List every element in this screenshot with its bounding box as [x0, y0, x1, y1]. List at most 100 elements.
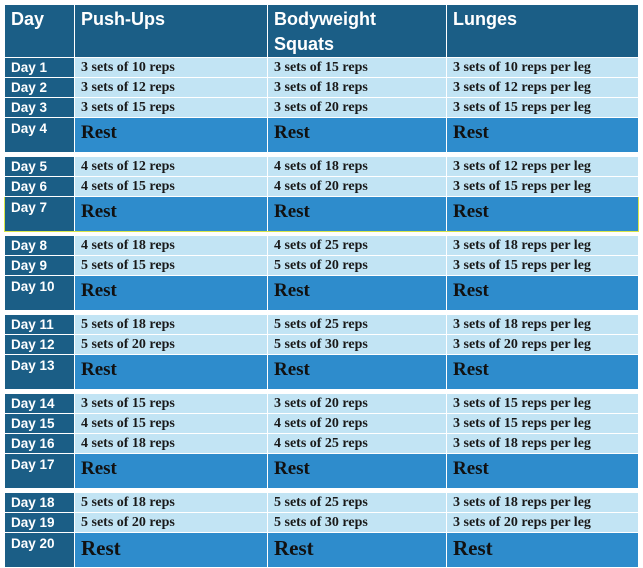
squats-cell[interactable]: Rest — [267, 275, 447, 311]
squats-cell[interactable]: 4 sets of 25 reps — [267, 433, 447, 454]
push-ups-cell[interactable]: 4 sets of 18 reps — [74, 433, 268, 454]
lunges-cell[interactable]: 3 sets of 12 reps per leg — [446, 156, 639, 177]
squats-cell[interactable]: 5 sets of 30 reps — [267, 512, 447, 533]
push-ups-cell[interactable]: 4 sets of 15 reps — [74, 413, 268, 434]
day-cell[interactable]: Day 16 — [4, 433, 75, 454]
day-cell[interactable]: Day 20 — [4, 532, 75, 568]
push-ups-cell[interactable]: Rest — [74, 354, 268, 390]
push-ups-cell[interactable]: 4 sets of 15 reps — [74, 176, 268, 197]
table-row: Day 19 5 sets of 20 reps 5 sets of 30 reps… — [4, 512, 639, 533]
header-lunges[interactable]: Lunges — [446, 4, 639, 58]
day-cell[interactable]: Day 18 — [4, 492, 75, 513]
day-cell[interactable]: Day 5 — [4, 156, 75, 177]
day-cell[interactable]: Day 19 — [4, 512, 75, 533]
squats-cell[interactable]: 3 sets of 20 reps — [267, 97, 447, 118]
squats-cell[interactable]: 3 sets of 18 reps — [267, 77, 447, 98]
spacer-cell — [74, 310, 268, 315]
day-cell[interactable]: Day 7 — [4, 196, 75, 232]
squats-cell[interactable]: 5 sets of 25 reps — [267, 492, 447, 513]
header-bodyweight-squats-label: Bodyweight Squats — [274, 9, 376, 54]
spacer-cell — [4, 231, 75, 236]
push-ups-cell[interactable]: 3 sets of 15 reps — [74, 393, 268, 414]
header-day[interactable]: Day — [4, 4, 75, 58]
squats-cell[interactable]: Rest — [267, 354, 447, 390]
squats-cell[interactable]: 3 sets of 20 reps — [267, 393, 447, 414]
lunges-cell[interactable]: 3 sets of 15 reps per leg — [446, 176, 639, 197]
push-ups-cell[interactable]: 5 sets of 15 reps — [74, 255, 268, 276]
push-ups-cell[interactable]: 5 sets of 18 reps — [74, 492, 268, 513]
workout-table: Day Push-Ups Bodyweight Squats Lunges Da… — [4, 4, 639, 568]
table-row: Day 12 5 sets of 20 reps 5 sets of 30 reps… — [4, 334, 639, 355]
lunges-cell[interactable]: 3 sets of 18 reps per leg — [446, 235, 639, 256]
push-ups-cell[interactable]: Rest — [74, 117, 268, 153]
day-cell[interactable]: Day 12 — [4, 334, 75, 355]
spacer-cell — [267, 231, 447, 236]
squats-cell[interactable]: 4 sets of 18 reps — [267, 156, 447, 177]
day-cell[interactable]: Day 15 — [4, 413, 75, 434]
rest-day-row: Day 20 Rest Rest Rest — [4, 532, 639, 568]
spacer-cell — [446, 389, 639, 394]
lunges-cell[interactable]: Rest — [446, 354, 639, 390]
day-cell[interactable]: Day 4 — [4, 117, 75, 153]
lunges-cell[interactable]: 3 sets of 15 reps per leg — [446, 413, 639, 434]
lunges-cell[interactable]: Rest — [446, 453, 639, 489]
table-row: Day 15 4 sets of 15 reps 4 sets of 20 reps… — [4, 413, 639, 434]
day-cell[interactable]: Day 13 — [4, 354, 75, 390]
lunges-cell[interactable]: Rest — [446, 117, 639, 153]
header-push-ups[interactable]: Push-Ups — [74, 4, 268, 58]
day-cell[interactable]: Day 6 — [4, 176, 75, 197]
push-ups-cell[interactable]: 5 sets of 20 reps — [74, 512, 268, 533]
squats-cell[interactable]: 5 sets of 25 reps — [267, 314, 447, 335]
spacer-cell — [4, 488, 75, 493]
push-ups-cell[interactable]: 3 sets of 10 reps — [74, 57, 268, 78]
day-cell[interactable]: Day 14 — [4, 393, 75, 414]
spacer-row — [4, 152, 639, 157]
day-cell[interactable]: Day 1 — [4, 57, 75, 78]
day-cell[interactable]: Day 9 — [4, 255, 75, 276]
lunges-cell[interactable]: 3 sets of 20 reps per leg — [446, 512, 639, 533]
squats-cell[interactable]: 5 sets of 20 reps — [267, 255, 447, 276]
day-cell[interactable]: Day 11 — [4, 314, 75, 335]
day-cell[interactable]: Day 2 — [4, 77, 75, 98]
squats-cell[interactable]: 4 sets of 25 reps — [267, 235, 447, 256]
header-row: Day Push-Ups Bodyweight Squats Lunges — [4, 4, 639, 58]
lunges-cell[interactable]: 3 sets of 10 reps per leg — [446, 57, 639, 78]
push-ups-cell[interactable]: 5 sets of 18 reps — [74, 314, 268, 335]
squats-cell[interactable]: 4 sets of 20 reps — [267, 413, 447, 434]
day-cell[interactable]: Day 10 — [4, 275, 75, 311]
lunges-cell[interactable]: 3 sets of 18 reps per leg — [446, 492, 639, 513]
lunges-cell[interactable]: 3 sets of 12 reps per leg — [446, 77, 639, 98]
lunges-cell[interactable]: Rest — [446, 196, 639, 232]
push-ups-cell[interactable]: Rest — [74, 275, 268, 311]
lunges-cell[interactable]: Rest — [446, 532, 639, 568]
day-cell[interactable]: Day 3 — [4, 97, 75, 118]
lunges-cell[interactable]: 3 sets of 15 reps per leg — [446, 255, 639, 276]
squats-cell[interactable]: 3 sets of 15 reps — [267, 57, 447, 78]
squats-cell[interactable]: Rest — [267, 196, 447, 232]
lunges-cell[interactable]: Rest — [446, 275, 639, 311]
lunges-cell[interactable]: 3 sets of 20 reps per leg — [446, 334, 639, 355]
push-ups-cell[interactable]: 3 sets of 15 reps — [74, 97, 268, 118]
push-ups-cell[interactable]: 4 sets of 12 reps — [74, 156, 268, 177]
squats-cell[interactable]: Rest — [267, 453, 447, 489]
squats-cell[interactable]: 4 sets of 20 reps — [267, 176, 447, 197]
lunges-cell[interactable]: 3 sets of 18 reps per leg — [446, 314, 639, 335]
push-ups-cell[interactable]: Rest — [74, 453, 268, 489]
push-ups-cell[interactable]: Rest — [74, 532, 268, 568]
squats-cell[interactable]: Rest — [267, 532, 447, 568]
day-cell[interactable]: Day 8 — [4, 235, 75, 256]
day-cell[interactable]: Day 17 — [4, 453, 75, 489]
push-ups-cell[interactable]: 4 sets of 18 reps — [74, 235, 268, 256]
header-bodyweight-squats[interactable]: Bodyweight Squats — [267, 4, 447, 58]
squats-cell[interactable]: Rest — [267, 117, 447, 153]
push-ups-cell[interactable]: Rest — [74, 196, 268, 232]
push-ups-cell[interactable]: 3 sets of 12 reps — [74, 77, 268, 98]
lunges-cell[interactable]: 3 sets of 18 reps per leg — [446, 433, 639, 454]
squats-cell[interactable]: 5 sets of 30 reps — [267, 334, 447, 355]
workout-schedule-sheet: Day Push-Ups Bodyweight Squats Lunges Da… — [4, 4, 639, 568]
push-ups-cell[interactable]: 5 sets of 20 reps — [74, 334, 268, 355]
lunges-cell[interactable]: 3 sets of 15 reps per leg — [446, 97, 639, 118]
lunges-cell[interactable]: 3 sets of 15 reps per leg — [446, 393, 639, 414]
